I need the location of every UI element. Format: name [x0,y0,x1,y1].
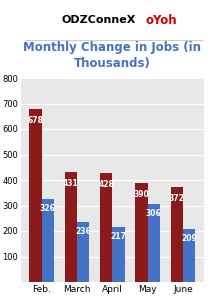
Bar [100,173,112,282]
Text: ODZConneX: ODZConneX [62,15,136,25]
Bar [148,204,160,282]
Text: 236: 236 [75,227,91,236]
Text: 326: 326 [40,204,56,213]
Bar [29,109,42,282]
Bar [135,182,148,282]
Bar [171,187,183,282]
Bar [42,199,54,282]
Text: 209: 209 [181,234,197,243]
Text: oYoh: oYoh [146,14,177,27]
Bar [183,229,195,282]
Text: 431: 431 [63,179,79,188]
Title: Monthly Change in Jobs (in
Thousands): Monthly Change in Jobs (in Thousands) [23,41,201,70]
Bar [112,227,125,282]
Bar [65,172,77,282]
Text: 372: 372 [169,194,185,203]
Text: 217: 217 [111,232,126,241]
Text: 678: 678 [28,116,43,125]
Text: 428: 428 [98,180,114,189]
Text: 390: 390 [134,190,149,199]
Bar [77,222,89,282]
Text: 306: 306 [146,209,162,218]
Legend: 2022, 2023: 2022, 2023 [68,298,157,300]
